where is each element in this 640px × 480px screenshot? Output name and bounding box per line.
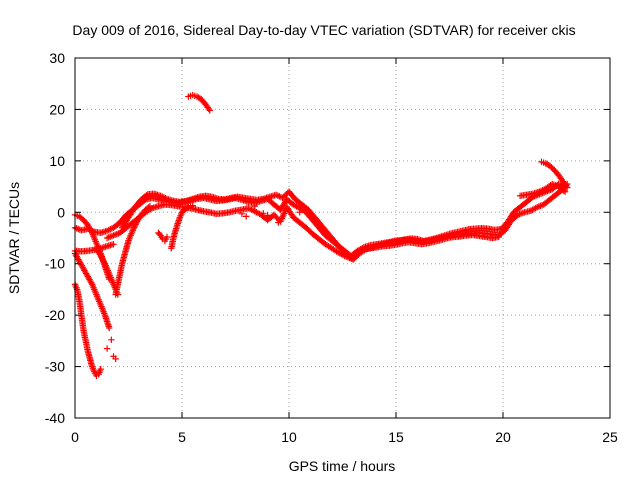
scatter-isolated-point <box>275 219 282 226</box>
plot-frame <box>74 57 611 419</box>
scatter-isolated-point <box>260 210 267 217</box>
gridlines <box>75 58 610 418</box>
y-tick-label: 10 <box>49 153 65 169</box>
arc-rise-1-point <box>130 225 137 233</box>
arc-rise-1-point <box>132 221 139 228</box>
data-marks <box>71 91 571 380</box>
arc-rise-1-point <box>131 222 139 230</box>
arc-rise-2-point <box>183 204 191 212</box>
arc-rise-1-point <box>146 202 154 210</box>
y-axis-label: SDTVAR / TECUs <box>6 182 22 294</box>
arc-high-point <box>206 107 214 114</box>
scatter-isolated-point <box>307 212 314 219</box>
arc-rise-2-point <box>189 202 196 209</box>
y-tick-label: -30 <box>45 359 65 375</box>
arc-lower-point <box>495 233 502 241</box>
axis-ticks: 0 5 10 15 20 25 -40 -30 -20 -10 0 10 20 30 <box>45 50 618 445</box>
x-tick-label: 20 <box>495 429 511 445</box>
arc-late-2-point <box>560 187 567 194</box>
arc-main-point <box>75 225 82 233</box>
y-tick-label: -20 <box>45 307 65 323</box>
arc-late-point <box>564 184 571 191</box>
arc-rise-1-point <box>131 224 138 231</box>
arc-steep-2-point <box>106 324 113 332</box>
y-tick-label: 0 <box>57 204 65 220</box>
scatter-isolated-point <box>112 355 119 363</box>
scatter-isolated-point <box>296 209 303 216</box>
scatter-isolated-point <box>108 336 115 344</box>
x-tick-label: 25 <box>602 429 618 445</box>
arc-flat-1-point <box>110 240 117 248</box>
y-tick-label: -40 <box>45 410 65 426</box>
scatter-isolated-point <box>251 202 258 210</box>
arc-late-point <box>546 162 554 170</box>
x-tick-label: 0 <box>71 429 79 445</box>
arc-rise-1-point <box>145 204 152 211</box>
scatter-isolated-point <box>238 210 246 218</box>
arc-rise-1-point <box>129 227 136 234</box>
arc-upper-point <box>143 192 150 199</box>
x-tick-label: 5 <box>178 429 186 445</box>
arc-dip-point <box>163 233 171 241</box>
arc-late-point <box>548 164 555 171</box>
scatter-isolated-point <box>264 212 271 219</box>
y-tick-label: 30 <box>49 50 65 66</box>
scatter-isolated-point <box>103 345 111 352</box>
arc-late-2-point <box>561 188 569 195</box>
chart-title: Day 009 of 2016, Sidereal Day-to-day VTE… <box>72 22 575 38</box>
x-axis-label: GPS time / hours <box>289 458 396 474</box>
y-tick-label: 20 <box>49 101 65 117</box>
y-tick-label: -10 <box>45 256 65 272</box>
x-tick-label: 10 <box>281 429 297 445</box>
scatter-isolated-point <box>243 213 250 220</box>
arc-steep-1-point <box>97 365 104 373</box>
x-tick-label: 15 <box>388 429 404 445</box>
